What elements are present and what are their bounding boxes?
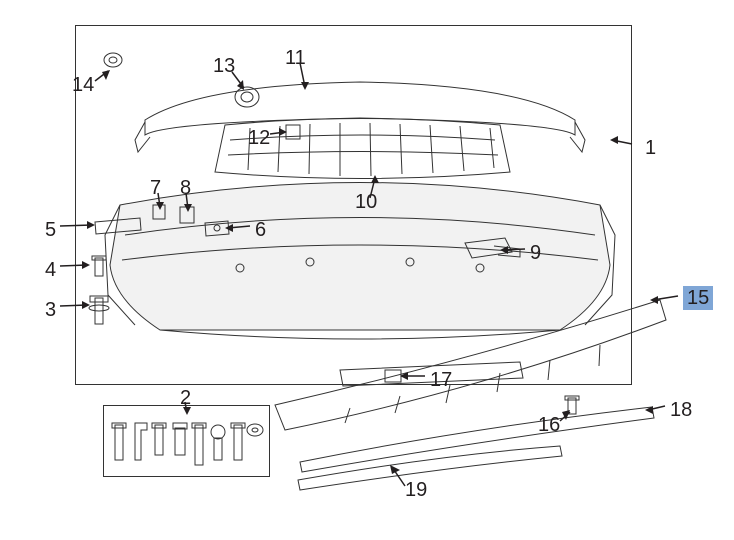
callout-9: 9: [530, 243, 541, 263]
callout-1: 1: [645, 138, 656, 158]
parts-diagram: 1 2 3 4 5 6 7 8 9 10 11 12 13 14 15 16 1…: [0, 0, 734, 540]
callout-8: 8: [180, 178, 191, 198]
callout-7: 7: [150, 178, 161, 198]
callout-4: 4: [45, 260, 56, 280]
callout-17: 17: [430, 370, 452, 390]
callout-12: 12: [248, 128, 270, 148]
callout-10: 10: [355, 192, 377, 212]
callout-5: 5: [45, 220, 56, 240]
callout-14: 14: [72, 75, 94, 95]
callout-15-highlighted: 15: [683, 286, 713, 310]
callout-11: 11: [285, 48, 306, 68]
callout-13: 13: [213, 56, 235, 76]
callout-3: 3: [45, 300, 56, 320]
callout-2: 2: [180, 388, 191, 408]
callout-16: 16: [538, 415, 560, 435]
callout-6: 6: [255, 220, 266, 240]
line-art: [0, 0, 734, 540]
callout-19: 19: [405, 480, 427, 500]
callout-18: 18: [670, 400, 692, 420]
